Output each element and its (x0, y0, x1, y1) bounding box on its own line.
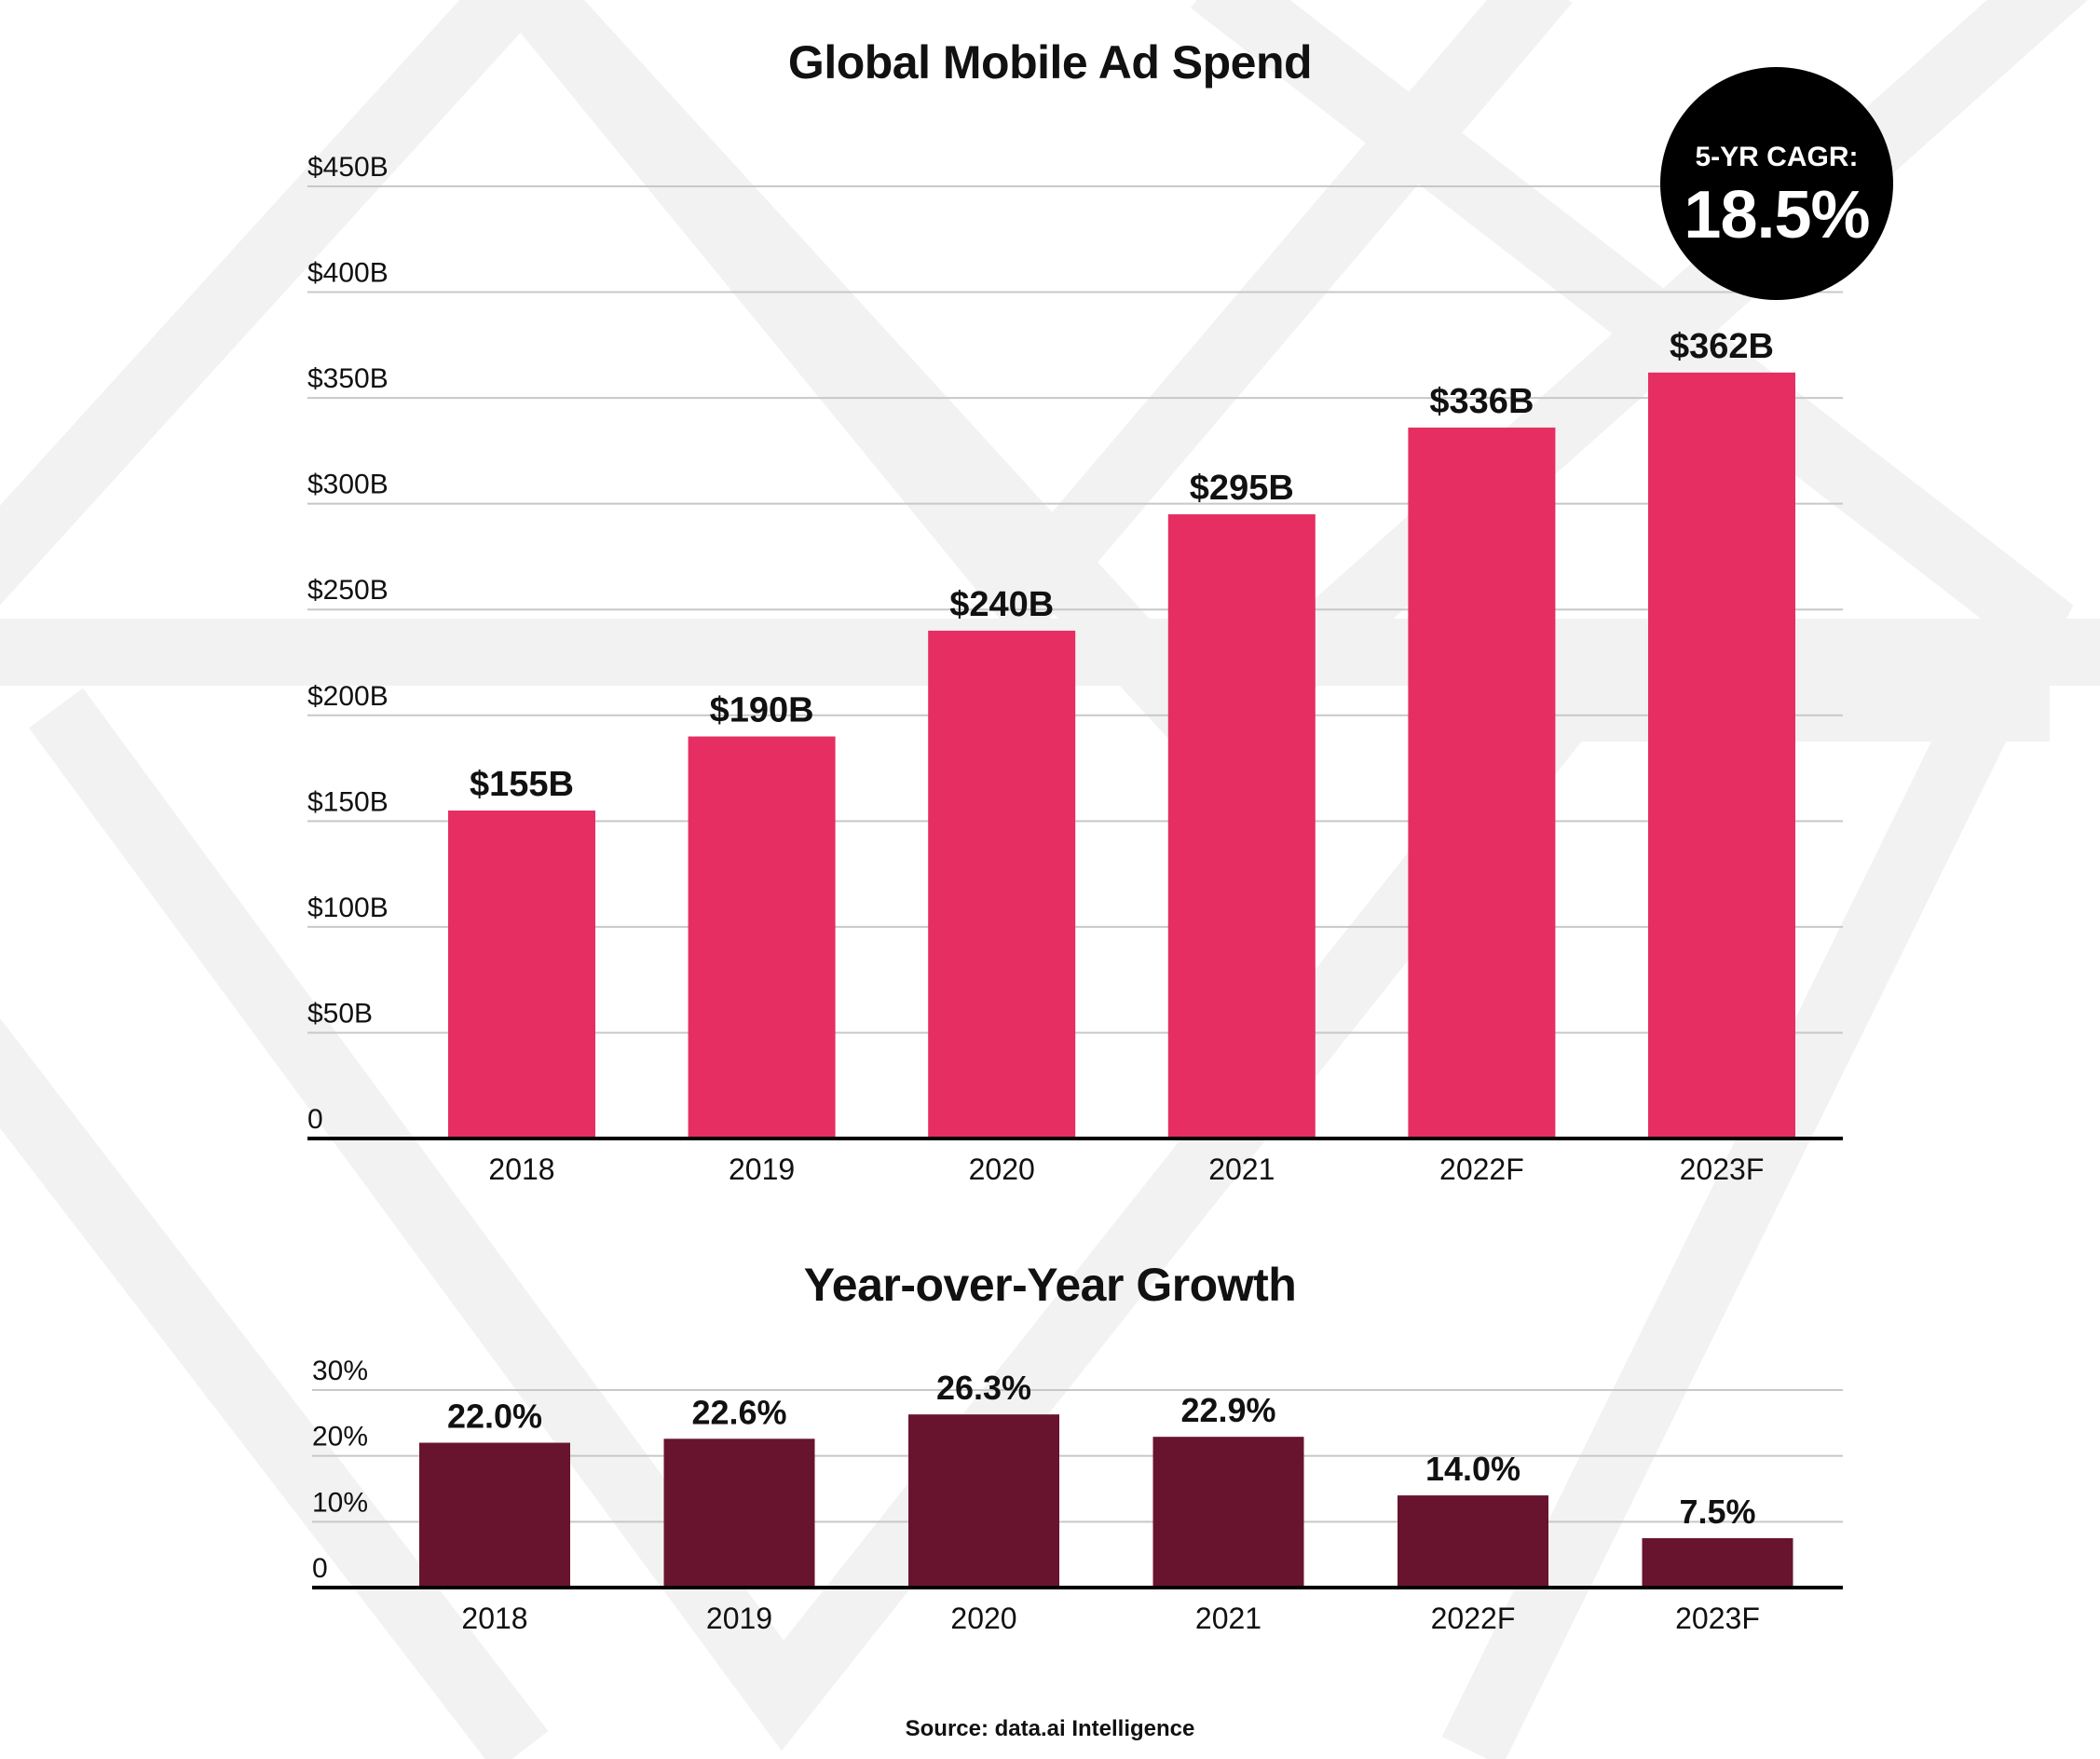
bar (419, 1442, 570, 1588)
source-note: Source: data.ai Intelligence (905, 1716, 1195, 1741)
x-tick-label: 2022F (1439, 1152, 1524, 1186)
yoy-bar-chart: 0 10% 20% 30% 22.0% 2018 22.6% 2019 26.3% 2020 22.… (312, 1356, 1843, 1635)
data-label: 7.5% (1679, 1493, 1755, 1531)
y-tick-label: $200B (307, 681, 389, 712)
bar (1152, 1437, 1304, 1588)
data-label: $155B (470, 765, 574, 804)
bar (928, 630, 1076, 1139)
x-tick-label: 2019 (729, 1152, 795, 1186)
data-label: 22.0% (447, 1398, 542, 1436)
y-tick-label: $150B (307, 786, 389, 817)
data-label: $362B (1670, 327, 1774, 366)
data-label: $336B (1429, 382, 1534, 421)
data-label: 22.6% (691, 1393, 786, 1431)
data-label: $190B (710, 690, 814, 730)
chart-title-yoy: Year-over-Year Growth (803, 1259, 1297, 1311)
data-label: $240B (949, 585, 1054, 624)
data-label: 22.9% (1180, 1391, 1275, 1429)
x-tick-label: 2021 (1195, 1602, 1261, 1635)
watermark-stroke (1190, 0, 2074, 1759)
y-tick-label: $450B (307, 152, 389, 183)
x-tick-label: 2018 (461, 1602, 527, 1635)
y-tick-label: 10% (312, 1487, 368, 1518)
watermark-stroke (29, 675, 2050, 1752)
cagr-label: 5-YR CAGR: (1695, 142, 1859, 172)
y-tick-label: $350B (307, 363, 389, 394)
bar (448, 810, 595, 1139)
x-tick-label: 2023F (1675, 1602, 1760, 1635)
data-label: $295B (1190, 469, 1294, 508)
x-tick-label: 2019 (706, 1602, 772, 1635)
data-label: 26.3% (936, 1369, 1031, 1407)
bar (688, 736, 836, 1139)
y-tick-label: 20% (312, 1422, 368, 1452)
y-tick-label: $400B (307, 258, 389, 289)
data-label: 14.0% (1425, 1450, 1520, 1488)
cagr-badge: 5-YR CAGR: 18.5% (1660, 67, 1893, 300)
y-tick-label: 0 (312, 1553, 328, 1584)
bar (1642, 1538, 1793, 1588)
y-tick-label: 0 (307, 1104, 323, 1135)
bar (1648, 372, 1795, 1139)
x-tick-label: 2018 (488, 1152, 554, 1186)
bar (1398, 1495, 1548, 1588)
cagr-value: 18.5% (1684, 178, 1870, 252)
chart-title-main: Global Mobile Ad Spend (787, 36, 1313, 89)
bar (1167, 514, 1316, 1139)
main-bar-chart: 0 $50B $100B $150B $200B $250B $300B $350B $400B… (307, 152, 1843, 1186)
y-tick-label: $50B (307, 998, 373, 1029)
y-tick-label: $250B (307, 575, 389, 606)
bar (908, 1414, 1059, 1588)
bar (1408, 427, 1556, 1139)
bar (663, 1439, 815, 1588)
y-tick-label: $100B (307, 893, 389, 923)
x-tick-label: 2020 (969, 1152, 1035, 1186)
y-tick-label: 30% (312, 1356, 368, 1386)
x-tick-label: 2023F (1680, 1152, 1765, 1186)
x-tick-label: 2022F (1431, 1602, 1516, 1635)
y-tick-label: $300B (307, 470, 389, 500)
x-tick-label: 2021 (1208, 1152, 1275, 1186)
watermark-stroke (0, 1017, 549, 1759)
x-tick-label: 2020 (950, 1602, 1016, 1635)
